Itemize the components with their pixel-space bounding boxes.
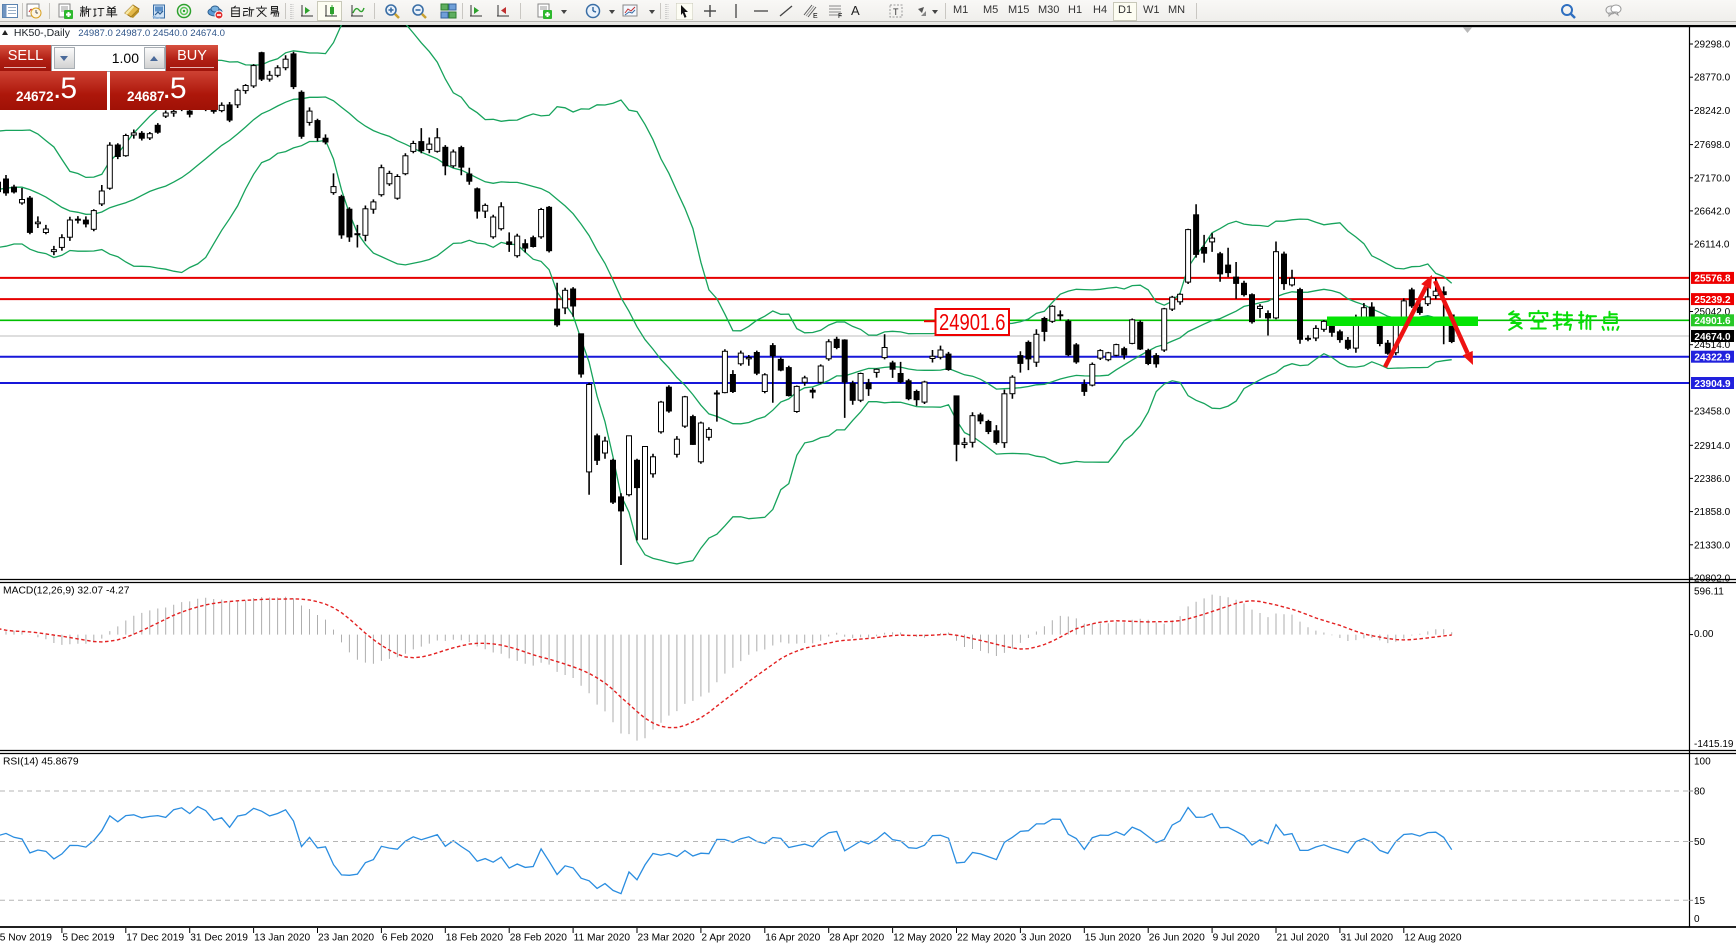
svg-text:26114.0: 26114.0 — [1694, 240, 1730, 251]
svg-text:-1415.19: -1415.19 — [1694, 739, 1734, 750]
svg-text:100: 100 — [1694, 757, 1711, 768]
svg-text:0.00: 0.00 — [1694, 629, 1714, 640]
svg-text:2 Apr 2020: 2 Apr 2020 — [701, 933, 751, 944]
svg-text:596.11: 596.11 — [1694, 587, 1724, 598]
svg-text:24514.0: 24514.0 — [1694, 340, 1731, 351]
svg-text:21 Jul 2020: 21 Jul 2020 — [1277, 933, 1330, 944]
svg-text:15: 15 — [1694, 896, 1706, 907]
svg-text:22386.0: 22386.0 — [1694, 474, 1731, 485]
svg-text:23458.0: 23458.0 — [1694, 407, 1731, 418]
svg-text:11 Mar 2020: 11 Mar 2020 — [574, 933, 631, 944]
svg-text:3 Jun 2020: 3 Jun 2020 — [1021, 933, 1072, 944]
svg-text:24901.6: 24901.6 — [939, 309, 1006, 335]
svg-text:25576.8: 25576.8 — [1694, 274, 1731, 285]
svg-text:24322.9: 24322.9 — [1694, 353, 1731, 364]
svg-text:24674.0: 24674.0 — [1694, 332, 1731, 343]
svg-text:22 May 2020: 22 May 2020 — [957, 933, 1016, 944]
svg-text:16 Apr 2020: 16 Apr 2020 — [765, 933, 820, 944]
svg-text:28770.0: 28770.0 — [1694, 73, 1731, 84]
svg-text:17 Dec 2019: 17 Dec 2019 — [126, 933, 184, 944]
svg-text:5 Dec 2019: 5 Dec 2019 — [62, 933, 114, 944]
svg-text:23904.9: 23904.9 — [1694, 379, 1731, 390]
svg-text:13 Jan 2020: 13 Jan 2020 — [254, 933, 310, 944]
svg-text:80: 80 — [1694, 787, 1706, 798]
svg-text:25 Nov 2019: 25 Nov 2019 — [0, 933, 52, 944]
svg-text:12 Aug 2020: 12 Aug 2020 — [1404, 933, 1462, 944]
svg-text:28242.0: 28242.0 — [1694, 106, 1731, 117]
svg-text:28 Feb 2020: 28 Feb 2020 — [510, 933, 568, 944]
svg-text:12 May 2020: 12 May 2020 — [893, 933, 952, 944]
svg-text:31 Dec 2019: 31 Dec 2019 — [190, 933, 248, 944]
svg-text:23 Mar 2020: 23 Mar 2020 — [638, 933, 696, 944]
svg-text:28 Apr 2020: 28 Apr 2020 — [829, 933, 884, 944]
svg-text:22914.0: 22914.0 — [1694, 441, 1731, 452]
svg-text:6 Feb 2020: 6 Feb 2020 — [382, 933, 434, 944]
svg-text:9 Jul 2020: 9 Jul 2020 — [1213, 933, 1260, 944]
svg-text:25042.0: 25042.0 — [1694, 307, 1731, 318]
svg-text:29298.0: 29298.0 — [1694, 40, 1731, 51]
svg-text:0: 0 — [1694, 914, 1700, 925]
svg-text:31 Jul 2020: 31 Jul 2020 — [1340, 933, 1393, 944]
svg-text:E: E — [813, 13, 818, 20]
svg-text:21858.0: 21858.0 — [1694, 507, 1731, 518]
svg-text:21330.0: 21330.0 — [1694, 540, 1731, 551]
svg-text:MACD(12,26,9) 32.07 -4.27: MACD(12,26,9) 32.07 -4.27 — [3, 586, 130, 597]
svg-text:50: 50 — [1694, 837, 1706, 848]
svg-text:F: F — [838, 13, 842, 20]
svg-text:15 Jun 2020: 15 Jun 2020 — [1085, 933, 1141, 944]
svg-text:RSI(14) 45.8679: RSI(14) 45.8679 — [3, 757, 79, 768]
svg-text:26 Jun 2020: 26 Jun 2020 — [1149, 933, 1205, 944]
svg-text:20802.0: 20802.0 — [1694, 574, 1731, 585]
svg-text:25239.2: 25239.2 — [1694, 295, 1731, 306]
svg-text:23 Jan 2020: 23 Jan 2020 — [318, 933, 374, 944]
svg-text:26642.0: 26642.0 — [1694, 206, 1731, 217]
svg-text:27170.0: 27170.0 — [1694, 173, 1731, 184]
svg-text:T: T — [893, 7, 899, 17]
svg-text:24901.6: 24901.6 — [1694, 316, 1731, 327]
svg-text:27698.0: 27698.0 — [1694, 140, 1731, 151]
svg-text:18 Feb 2020: 18 Feb 2020 — [446, 933, 504, 944]
